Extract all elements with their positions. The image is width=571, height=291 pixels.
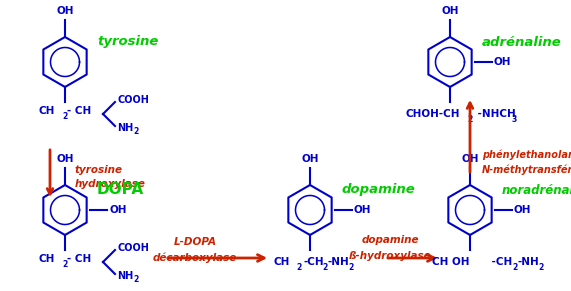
Text: 2: 2 bbox=[467, 115, 472, 124]
Text: NH: NH bbox=[117, 271, 133, 281]
Text: dopamine: dopamine bbox=[361, 235, 419, 245]
Text: phénylethanolamine: phénylethanolamine bbox=[482, 150, 571, 160]
Text: N-méthytransférase: N-méthytransférase bbox=[482, 165, 571, 175]
Text: 2: 2 bbox=[512, 263, 517, 272]
Text: OH: OH bbox=[354, 205, 372, 215]
Text: OH: OH bbox=[301, 154, 319, 164]
Text: -NH: -NH bbox=[328, 257, 350, 267]
Text: - CH: - CH bbox=[67, 106, 91, 116]
Text: hydroxylase: hydroxylase bbox=[75, 179, 146, 189]
Text: CH OH: CH OH bbox=[432, 257, 469, 267]
Text: 3: 3 bbox=[512, 115, 517, 124]
Text: noradrénaline: noradrénaline bbox=[502, 184, 571, 196]
Text: ß-hydroxylase: ß-hydroxylase bbox=[349, 251, 431, 261]
Text: 2: 2 bbox=[348, 263, 353, 272]
Text: 2: 2 bbox=[322, 263, 327, 272]
Text: adrénaline: adrénaline bbox=[482, 36, 562, 49]
Text: OH: OH bbox=[494, 57, 512, 67]
Text: CHOH-CH: CHOH-CH bbox=[405, 109, 460, 119]
Text: -CH: -CH bbox=[488, 257, 512, 267]
Text: 2: 2 bbox=[62, 112, 67, 121]
Text: 2: 2 bbox=[133, 276, 138, 285]
Text: décarboxylase: décarboxylase bbox=[153, 253, 237, 263]
Text: OH: OH bbox=[109, 205, 127, 215]
Text: 2: 2 bbox=[296, 263, 301, 272]
Text: OH: OH bbox=[57, 154, 74, 164]
Text: tyrosine: tyrosine bbox=[97, 36, 158, 49]
Text: NH: NH bbox=[117, 123, 133, 133]
Text: 2: 2 bbox=[133, 127, 138, 136]
Text: OH: OH bbox=[514, 205, 532, 215]
Text: L-DOPA: L-DOPA bbox=[174, 237, 216, 247]
Text: dopamine: dopamine bbox=[342, 184, 416, 196]
Text: -NH: -NH bbox=[518, 257, 540, 267]
Text: -NHCH: -NHCH bbox=[474, 109, 516, 119]
Text: -CH: -CH bbox=[303, 257, 324, 267]
Text: 2: 2 bbox=[62, 260, 67, 269]
Text: COOH: COOH bbox=[117, 95, 149, 105]
Text: - CH: - CH bbox=[67, 254, 91, 264]
Text: CH: CH bbox=[39, 254, 55, 264]
Text: 2: 2 bbox=[538, 263, 543, 272]
Text: CH: CH bbox=[39, 106, 55, 116]
Text: CH: CH bbox=[274, 257, 290, 267]
Text: OH: OH bbox=[441, 6, 459, 16]
Text: OH: OH bbox=[461, 154, 478, 164]
Text: OH: OH bbox=[57, 6, 74, 16]
Text: DOPA: DOPA bbox=[97, 182, 144, 198]
Text: COOH: COOH bbox=[117, 243, 149, 253]
Text: tyrosine: tyrosine bbox=[75, 165, 123, 175]
